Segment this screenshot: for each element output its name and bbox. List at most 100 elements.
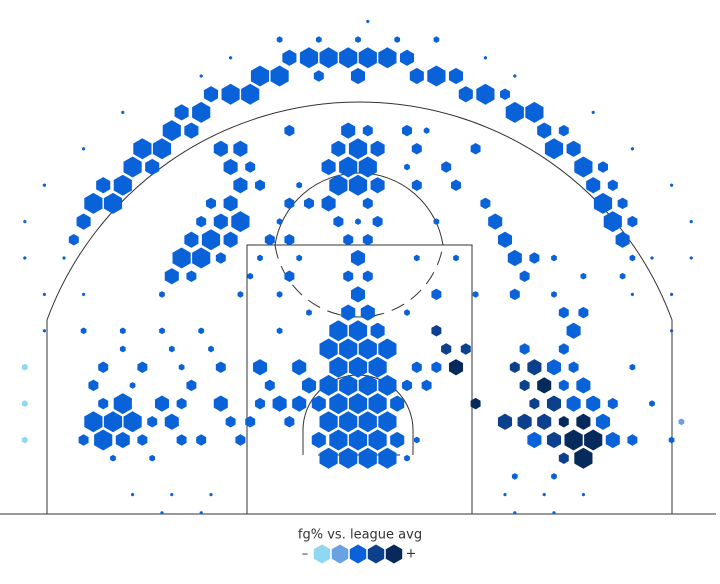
- hex: [630, 146, 634, 151]
- hex: [213, 395, 228, 412]
- hex: [159, 327, 165, 335]
- hex: [409, 67, 424, 85]
- hex: [362, 197, 373, 210]
- legend-swatch: [331, 544, 349, 564]
- hex: [355, 218, 361, 225]
- hex: [133, 138, 152, 160]
- hex: [176, 397, 187, 410]
- hex: [519, 379, 530, 392]
- hex: [270, 65, 289, 87]
- hex: [460, 343, 471, 355]
- hex: [566, 322, 581, 339]
- hex: [264, 379, 275, 392]
- hex: [348, 174, 368, 196]
- hex: [196, 434, 207, 446]
- hex: [329, 393, 348, 415]
- hex: [172, 247, 191, 269]
- hex: [319, 338, 338, 360]
- hex: [552, 510, 556, 515]
- hex: [509, 288, 520, 301]
- hex: [431, 288, 442, 301]
- hex: [546, 395, 562, 412]
- hex: [264, 234, 275, 246]
- hex: [537, 413, 552, 430]
- hex: [500, 88, 510, 100]
- hex: [378, 338, 397, 360]
- hex: [62, 256, 66, 260]
- hex: [341, 304, 356, 321]
- three-point-arc: [46, 101, 673, 321]
- hex: [586, 177, 601, 194]
- hex: [329, 356, 348, 378]
- hex: [378, 47, 397, 69]
- hex: [311, 395, 326, 412]
- hex: [378, 411, 397, 433]
- hex: [82, 146, 86, 151]
- hex: [576, 413, 591, 430]
- hex: [448, 359, 464, 376]
- hex: [76, 213, 91, 230]
- hex: [558, 306, 569, 319]
- hex: [321, 195, 336, 212]
- hex: [103, 411, 123, 433]
- hex: [497, 413, 513, 430]
- hex: [304, 197, 314, 210]
- hex: [284, 197, 295, 210]
- hex: [650, 256, 654, 260]
- hex: [119, 327, 126, 335]
- hex: [164, 268, 179, 285]
- hex: [235, 434, 246, 446]
- hex: [537, 377, 552, 394]
- hex: [564, 429, 583, 451]
- hex: [84, 192, 103, 214]
- hex: [339, 447, 358, 469]
- hex: [670, 328, 674, 333]
- legend-high: +: [406, 547, 417, 562]
- hex: [88, 379, 99, 392]
- hex: [123, 156, 142, 178]
- hex: [451, 179, 461, 191]
- hex: [649, 400, 655, 407]
- hex: [186, 379, 197, 392]
- hex: [103, 192, 123, 214]
- hex: [319, 411, 338, 433]
- hex: [257, 254, 263, 262]
- hex: [513, 510, 517, 515]
- hex: [629, 363, 636, 371]
- hex: [458, 86, 473, 103]
- court: [0, 101, 716, 515]
- hex: [358, 47, 377, 69]
- hex: [208, 345, 214, 353]
- hex: [433, 218, 440, 225]
- hex: [529, 252, 540, 264]
- hex: [284, 416, 295, 428]
- hex: [250, 65, 270, 87]
- hex: [192, 247, 211, 269]
- hex: [137, 361, 148, 373]
- hex: [453, 254, 459, 262]
- legend-swatch: [367, 544, 385, 564]
- hex: [689, 219, 693, 224]
- hex: [229, 55, 233, 60]
- hex: [206, 197, 216, 210]
- hex: [558, 343, 569, 355]
- hex: [247, 272, 254, 280]
- hex: [82, 292, 86, 297]
- hex: [198, 327, 205, 335]
- hex: [348, 320, 368, 342]
- hex: [245, 161, 256, 173]
- hex: [470, 397, 481, 410]
- hex: [527, 359, 542, 376]
- hex: [333, 215, 344, 228]
- hex: [433, 36, 440, 43]
- hex: [131, 492, 135, 497]
- hex: [370, 140, 385, 157]
- hex: [315, 36, 322, 43]
- hex: [670, 183, 674, 188]
- hex: [184, 231, 199, 248]
- hex: [339, 374, 358, 396]
- hex: [509, 361, 520, 373]
- hex: [129, 382, 136, 389]
- hex: [527, 431, 542, 449]
- hex: [497, 231, 513, 248]
